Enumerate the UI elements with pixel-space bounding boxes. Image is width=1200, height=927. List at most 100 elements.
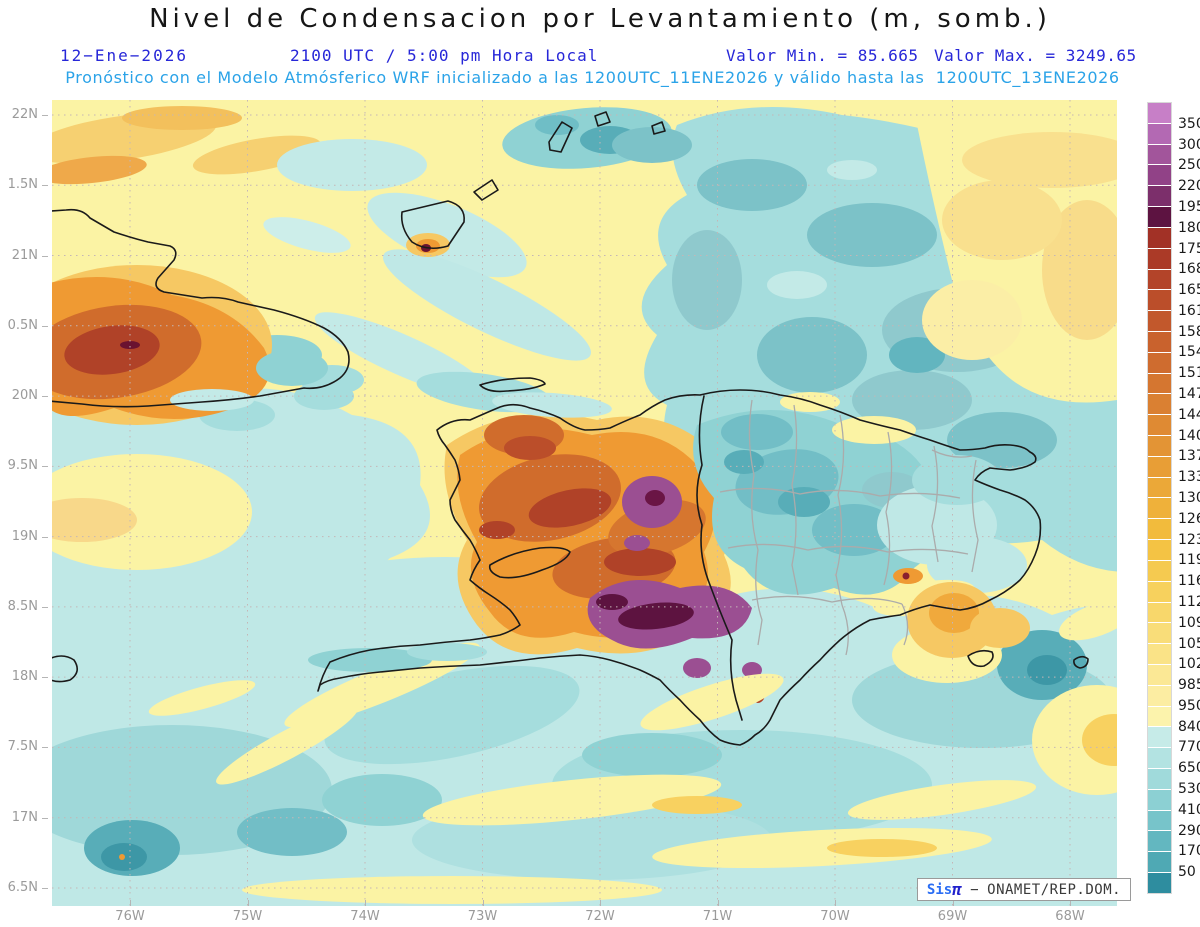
colorbar-segment [1148, 810, 1171, 832]
colorbar-segment [1148, 560, 1171, 582]
colorbar-tick-label: 1055 [1178, 635, 1200, 652]
colorbar-tick-label: 1685 [1178, 261, 1200, 278]
y-axis-label: 7.5N [7, 739, 38, 755]
y-axis-tick [42, 606, 48, 608]
attribution-separator: − [961, 881, 988, 898]
colorbar-tick-label: 1090 [1178, 614, 1200, 631]
colorbar-tick-label: 1405 [1178, 427, 1200, 444]
colorbar-tick-label: 3000 [1178, 136, 1200, 153]
graticule-grid [52, 100, 1117, 906]
coastlines [52, 111, 1089, 746]
colorbar-tick-label: 770 [1178, 739, 1200, 756]
colorbar-tick-label: 290 [1178, 822, 1200, 839]
x-axis-tick [482, 900, 484, 906]
colorbar-segment [1148, 373, 1171, 395]
colorbar-segment [1148, 727, 1171, 749]
colorbar-tick-label: 1580 [1178, 323, 1200, 340]
colorbar-segment [1148, 644, 1171, 665]
x-axis-tick [365, 900, 366, 906]
y-axis-tick [42, 747, 48, 749]
colorbar-segment [1148, 831, 1171, 853]
x-axis-tick [1070, 900, 1071, 906]
x-axis-label: 68W [1055, 909, 1085, 924]
y-axis-label: 19N [11, 528, 38, 544]
colorbar-segment [1148, 123, 1171, 145]
colorbar-tick-label: 530 [1178, 781, 1200, 798]
colorbar-segment [1148, 664, 1171, 686]
colorbar-segment [1148, 436, 1171, 457]
colorbar-tick-label: 3500 [1178, 115, 1200, 132]
y-axis-tick [42, 396, 48, 398]
colorbar-segment [1148, 873, 1171, 893]
colorbar-segment [1148, 581, 1171, 603]
x-axis-tick [130, 900, 131, 906]
colorbar-tick-label: 1475 [1178, 386, 1200, 403]
y-axis-tick [42, 185, 48, 187]
x-axis-label: 75W [232, 909, 263, 924]
y-axis-label: 18N [11, 669, 38, 685]
pi-logo-icon: π [952, 880, 962, 899]
colorbar-tick-label: 1265 [1178, 510, 1200, 527]
colorbar-tick-label: 1125 [1178, 593, 1200, 610]
colorbar-segment [1148, 269, 1171, 291]
colorbar-tick-label: 950 [1178, 697, 1200, 714]
colorbar-segment [1148, 498, 1171, 520]
x-axis-tick [952, 900, 954, 906]
colorbar-tick-label: 1300 [1178, 490, 1200, 506]
colorbar-segment [1148, 769, 1171, 790]
colorbar-segment [1148, 311, 1171, 332]
colorbar-tick-label: 2500 [1178, 157, 1200, 174]
y-axis-tick [42, 677, 48, 679]
colorbar-segment [1148, 519, 1171, 541]
y-axis-tick [42, 466, 48, 468]
map-title: Nivel de Condensacion por Levantamiento … [149, 4, 1051, 34]
colorbar-tick-label: 170 [1178, 843, 1200, 860]
y-axis-label: 20N [11, 388, 38, 404]
colorbar-tick-label: 1370 [1178, 448, 1200, 465]
colorbar-segment [1148, 540, 1171, 561]
y-axis-label: 6.5N [7, 879, 38, 895]
colorbar-tick-label: 1440 [1178, 406, 1200, 423]
valid-date: 12−Ene−2026 [60, 46, 188, 65]
map-canvas [52, 100, 1117, 906]
y-axis-label: 21N [11, 247, 38, 263]
y-axis-label: 0.5N [7, 317, 38, 333]
colorbar-segment [1148, 685, 1171, 707]
colorbar-segment [1148, 456, 1171, 478]
colorbar-tick-label: 410 [1178, 801, 1200, 818]
colorbar-segment [1148, 852, 1171, 874]
colorbar-segment [1148, 748, 1171, 769]
colorbar [1147, 102, 1172, 894]
y-axis-tick [42, 255, 48, 257]
colorbar-tick-label: 1950 [1178, 198, 1200, 215]
colorbar-segment [1148, 623, 1171, 645]
colorbar-segment [1148, 602, 1171, 624]
forecast-model-line: Pronóstico con el Modelo Atmósferico WRF… [65, 68, 1120, 87]
x-axis-label: 70W [820, 909, 850, 924]
colorbar-segment [1148, 331, 1171, 353]
colorbar-tick-label: 650 [1178, 760, 1200, 777]
attribution-brand: Sis [926, 881, 953, 898]
y-axis-tick [42, 536, 48, 538]
colorbar-segment [1148, 248, 1171, 270]
colorbar-segment [1148, 165, 1171, 187]
x-axis-label: 76W [115, 909, 145, 924]
colorbar-tick-label: 1335 [1178, 469, 1200, 486]
valid-time: 2100 UTC / 5:00 pm Hora Local [290, 46, 599, 65]
colorbar-tick-label: 1230 [1178, 531, 1200, 548]
colorbar-segment [1148, 394, 1171, 416]
x-axis-tick [600, 900, 601, 906]
value-max-label: Valor Max. = 3249.65 [934, 46, 1137, 65]
y-axis-label: 8.5N [7, 598, 38, 614]
colorbar-tick-label: 1545 [1178, 344, 1200, 361]
y-axis-tick [42, 115, 48, 116]
colorbar-tick-label: 50 [1178, 864, 1196, 881]
attribution-box: Sis π − ONAMET/REP.DOM. [917, 878, 1131, 901]
y-axis-label: 17N [11, 809, 38, 825]
colorbar-tick-label: 1195 [1178, 552, 1200, 569]
colorbar-segment [1148, 227, 1171, 249]
colorbar-tick-label: 1800 [1178, 219, 1200, 236]
colorbar-segment [1148, 186, 1171, 208]
x-axis-label: 73W [467, 909, 498, 924]
y-axis-label: 1.5N [7, 177, 38, 193]
